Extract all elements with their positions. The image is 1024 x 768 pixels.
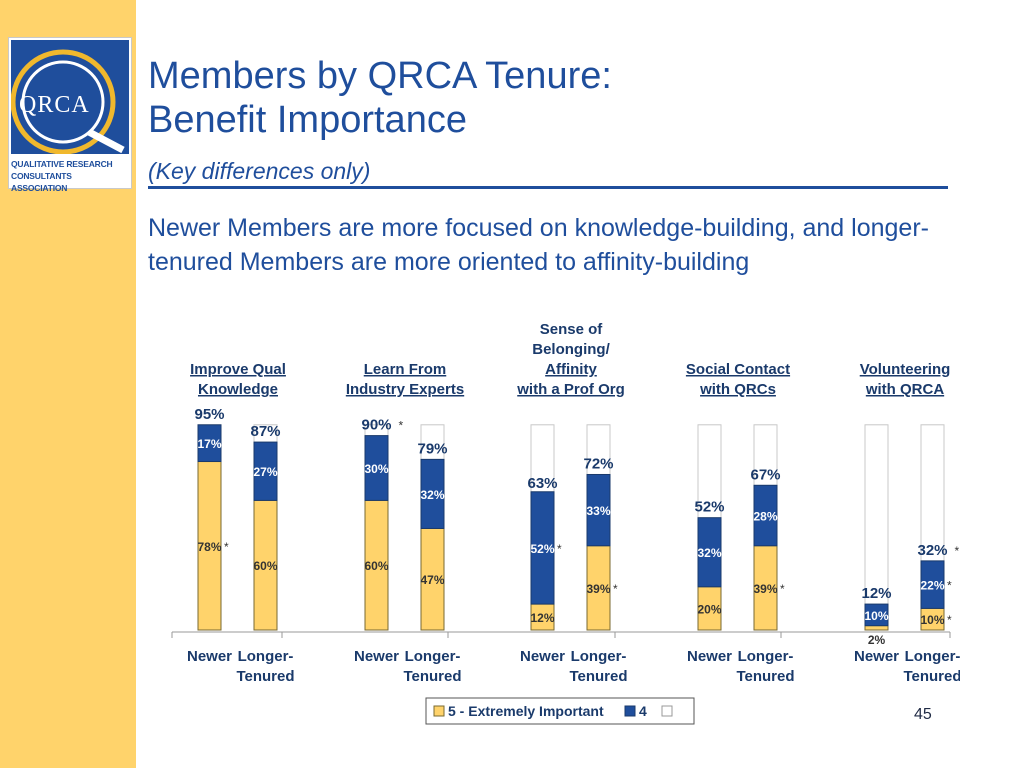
bar-total-label: 87%: [250, 423, 280, 440]
significance-mark: *: [955, 544, 960, 558]
group-title-line: Sense of: [540, 321, 604, 338]
bar-segment-4: [697, 517, 722, 588]
group-title-line: Improve Qual: [190, 361, 286, 378]
significance-mark: *: [947, 579, 952, 593]
legend-swatch-4: [624, 705, 636, 717]
bar-category-label: Longer-: [238, 648, 294, 665]
bar-label-5: 12%: [530, 611, 554, 625]
bar-segment-4: [197, 424, 222, 463]
bar-category-label: Tenured: [903, 668, 960, 685]
group-title-line: Affinity: [545, 361, 597, 378]
significance-mark: *: [557, 542, 562, 556]
logo-caption-line: CONSULTANTS ASSOCIATION: [11, 171, 72, 193]
bar-segment-4: [364, 435, 389, 501]
significance-mark: *: [947, 613, 952, 627]
bar-category-label: Longer-: [571, 648, 627, 665]
bar-category-label: Longer-: [405, 648, 461, 665]
bar-category-label: Tenured: [403, 668, 461, 685]
group-title-line: with QRCA: [865, 381, 944, 398]
bar-category-label: Newer: [354, 648, 399, 665]
logo-caption-line: QUALITATIVE RESEARCH: [11, 159, 113, 169]
bar-label-5: 39%: [586, 582, 610, 596]
bar-category-label: Newer: [687, 648, 732, 665]
bar-label-4: 28%: [753, 510, 777, 524]
group-title-line: with a Prof Org: [516, 381, 625, 398]
bar-category-label: Tenured: [569, 668, 627, 685]
bar-category-label: Newer: [187, 648, 232, 665]
bar-total-label: 32%: [917, 542, 947, 559]
bar-category-label: Tenured: [236, 668, 294, 685]
group-title-line: Volunteering: [860, 361, 951, 378]
bar-label-4: 30%: [364, 462, 388, 476]
group-title-line: Learn From: [364, 361, 447, 378]
bar-label-4: 52%: [530, 542, 554, 556]
bar-total-label: 67%: [750, 466, 780, 483]
bar-segment-4: [253, 441, 278, 501]
group-title-line: Belonging/: [532, 341, 610, 358]
title-line: Benefit Importance: [148, 99, 467, 141]
qrca-logo: QRCA QUALITATIVE RESEARCH CONSULTANTS AS…: [8, 37, 132, 193]
group-title-line: Industry Experts: [346, 381, 464, 398]
significance-mark: *: [224, 540, 229, 554]
bar-total-label: 72%: [583, 455, 613, 472]
bar-label-5: 20%: [697, 602, 721, 616]
bar-total-label: 95%: [194, 406, 224, 423]
legend-label-5: 5 - Extremely Important: [448, 703, 604, 719]
bar-category-label: Longer-: [738, 648, 794, 665]
significance-mark: *: [780, 582, 785, 596]
bar-label-5: 39%: [753, 582, 777, 596]
bar-label-4: 32%: [697, 546, 721, 560]
bar-category-label: Newer: [854, 648, 899, 665]
group-title-line: with QRCs: [699, 381, 776, 398]
bar-label-5: 10%: [920, 613, 944, 627]
legend-box: [425, 697, 695, 725]
slide-subtitle: (Key differences only): [148, 158, 371, 184]
bar-segment-5: [864, 625, 889, 631]
bar-total-label: 52%: [694, 499, 724, 516]
bar-category-label: Longer-: [905, 648, 960, 665]
bar-label-4: 10%: [864, 609, 888, 623]
group-title-line: Social Contact: [686, 361, 790, 378]
bar-total-label: 79%: [417, 440, 447, 457]
logo-caption: QUALITATIVE RESEARCH CONSULTANTS ASSOCIA…: [11, 158, 129, 194]
bar-label-5: 47%: [420, 573, 444, 587]
bar-label-5: 60%: [253, 559, 277, 573]
logo-emblem: QRCA: [11, 40, 129, 154]
bar-total-label: 90%: [361, 417, 391, 434]
bar-label-4: 27%: [253, 465, 277, 479]
group-title-line: Knowledge: [198, 381, 278, 398]
bar-segment-4: [420, 458, 445, 529]
bar-label-5: 78%: [197, 540, 221, 554]
bar-segment-4: [920, 560, 945, 609]
page-number: 45: [914, 706, 932, 723]
title-divider: [148, 186, 948, 189]
bar-segment-4: [864, 603, 889, 627]
bar-label-4: 17%: [197, 437, 221, 451]
bar-label-4: 22%: [920, 579, 944, 593]
bar-label-4: 33%: [586, 504, 610, 518]
logo-rings: [11, 49, 125, 154]
bar-category-label: Newer: [520, 648, 565, 665]
bar-total-label: 12%: [861, 585, 891, 602]
bar-label-5: 2%: [868, 633, 886, 647]
bar-category-label: Tenured: [736, 668, 794, 685]
significance-mark: *: [399, 419, 404, 433]
bar-label-5: 60%: [364, 559, 388, 573]
legend-swatch-5: [433, 705, 445, 717]
bar-segment-4: [753, 484, 778, 547]
bar-segment-4: [530, 491, 555, 605]
legend-swatch-remainder: [661, 705, 673, 717]
significance-mark: *: [613, 582, 618, 596]
logo-wordmark: QRCA: [19, 92, 90, 118]
bar-label-4: 32%: [420, 488, 444, 502]
slide-title: Members by QRCA Tenure: Benefit Importan…: [148, 54, 612, 142]
title-line: Members by QRCA Tenure:: [148, 55, 612, 97]
bar-segment-4: [586, 473, 611, 547]
headline-text: Newer Members are more focused on knowle…: [148, 214, 929, 276]
legend-label-4: 4: [639, 703, 647, 719]
bar-total-label: 63%: [527, 475, 557, 492]
